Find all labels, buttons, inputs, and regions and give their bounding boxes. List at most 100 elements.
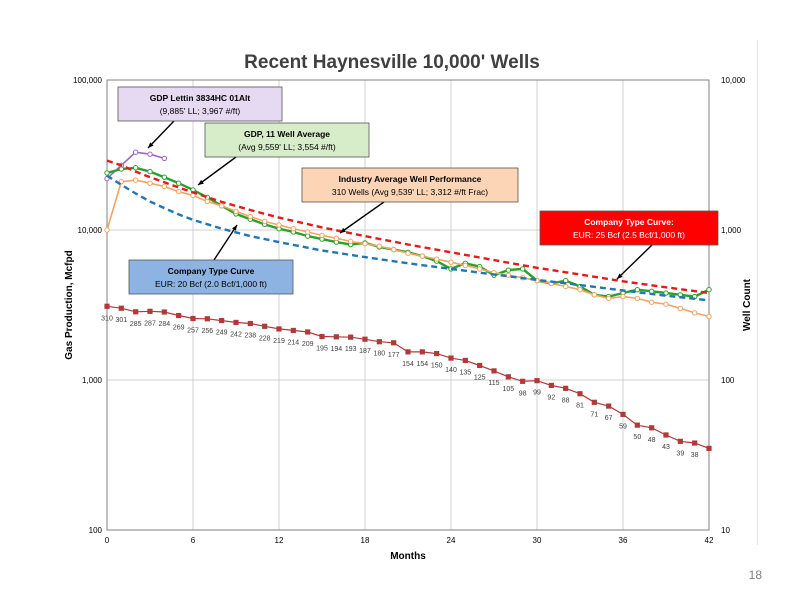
marker-gdp_avg [663,290,669,296]
marker-well_count [663,432,669,438]
grid [107,80,709,530]
marker-gdp_lettin [161,155,168,162]
well-count-label: 187 [359,348,371,355]
callout-leader-gdp_avg [197,156,237,186]
marker-industry [505,272,512,278]
well-count-label: 88 [562,397,570,404]
marker-well_count [104,303,110,309]
marker-industry [605,295,612,302]
marker-industry [462,262,469,269]
marker-well_count [563,385,569,391]
marker-gdp_avg [505,267,512,273]
callout-box-company_type_20 [128,259,294,295]
x-tick-label: 24 [447,536,456,545]
marker-well_count [204,316,210,322]
marker-industry [132,177,139,183]
well-count-label: 105 [502,386,514,393]
marker-industry [161,183,168,190]
marker-well_count [520,378,526,384]
well-count-label: 177 [388,352,400,359]
marker-industry [634,295,641,302]
y2-tick-label: 10 [721,526,730,535]
well-count-label: 284 [158,321,170,328]
callout-arrowhead-gdp_lettin [148,142,154,148]
series-line-company_type_20 [106,174,710,302]
well-count-label: 238 [244,333,256,340]
marker-well_count [491,368,497,374]
marker-industry [390,246,397,253]
marker-well_count [247,320,253,327]
marker-well_count [333,334,339,340]
marker-well_count [677,438,683,444]
callout-leader-company_type_20 [213,224,238,261]
well-count-label: 180 [373,351,385,358]
marker-industry [476,266,483,272]
marker-well_count [577,391,583,397]
well-count-label: 43 [662,444,670,451]
well-count-label: 38 [691,452,699,459]
marker-well_count [176,312,182,319]
well-count-label: 228 [259,335,271,342]
marker-well_count [534,378,540,384]
marker-industry [261,218,268,225]
marker-well_count [276,326,282,332]
marker-industry [333,235,340,242]
marker-industry [577,286,583,293]
marker-industry [362,241,368,247]
callout-arrowhead-gdp_avg [198,179,204,185]
marker-industry [218,203,225,209]
marker-well_count [319,333,325,340]
marker-well_count [133,309,139,315]
callout-leader-industry [339,201,385,234]
well-count-label: 115 [488,380,499,387]
well-count-label: 285 [130,321,142,328]
marker-industry [706,313,712,320]
well-count-label: 71 [590,411,598,418]
marker-industry [233,208,239,215]
series-line-company_type_25 [106,159,710,295]
well-count-label: 249 [216,330,228,337]
marker-industry [347,238,354,245]
well-count-label: 81 [576,403,584,410]
x-tick-label: 18 [361,536,370,545]
marker-industry [276,222,282,228]
marker-industry [319,232,325,239]
well-count-label: 256 [201,328,213,335]
marker-gdp_avg [519,266,526,272]
marker-well_count [362,336,368,342]
callout-box-industry [301,167,519,203]
slide-divider [757,40,758,545]
marker-well_count [434,350,440,357]
well-count-label: 92 [547,394,555,401]
well-count-label: 50 [633,434,641,441]
axis-ticks: 0 6 12 18 24 30 36 42 100 1,000 10,000 100,000 10 100… [73,76,746,545]
plot-frame [106,79,710,531]
callout-arrowhead-company_type_25 [617,273,623,279]
marker-industry [175,189,182,195]
callout-text-industry: Industry Average Well Performance [339,174,482,184]
marker-industry [677,305,684,312]
well-count-label: 242 [230,331,242,338]
marker-well_count [290,327,296,334]
y2-tick-label: 100 [721,376,735,385]
x-tick-label: 36 [619,536,628,545]
well-count-label: 194 [330,346,342,353]
marker-well_count [161,309,167,315]
marker-well_count [147,308,153,314]
y-tick-label: 10,000 [78,226,103,235]
well-count-label: 48 [648,437,656,444]
marker-well_count [419,349,425,355]
callout-text-company_type_25: EUR: 25 Bcf (2.5 Bcf/1,000 ft) [573,230,685,240]
well-count-label: 99 [533,390,541,397]
well-count-label: 98 [519,390,527,397]
marker-industry [419,253,426,259]
callout-text-company_type_20: EUR: 20 Bcf (2.0 Bcf/1,000 ft) [155,279,267,289]
marker-industry [448,259,454,265]
callout-text-gdp_avg: (Avg 9,559' LL; 3,554 #/ft) [238,142,336,152]
marker-well_count [391,340,397,346]
marker-well_count [448,355,454,361]
y2-tick-label: 10,000 [721,76,746,85]
